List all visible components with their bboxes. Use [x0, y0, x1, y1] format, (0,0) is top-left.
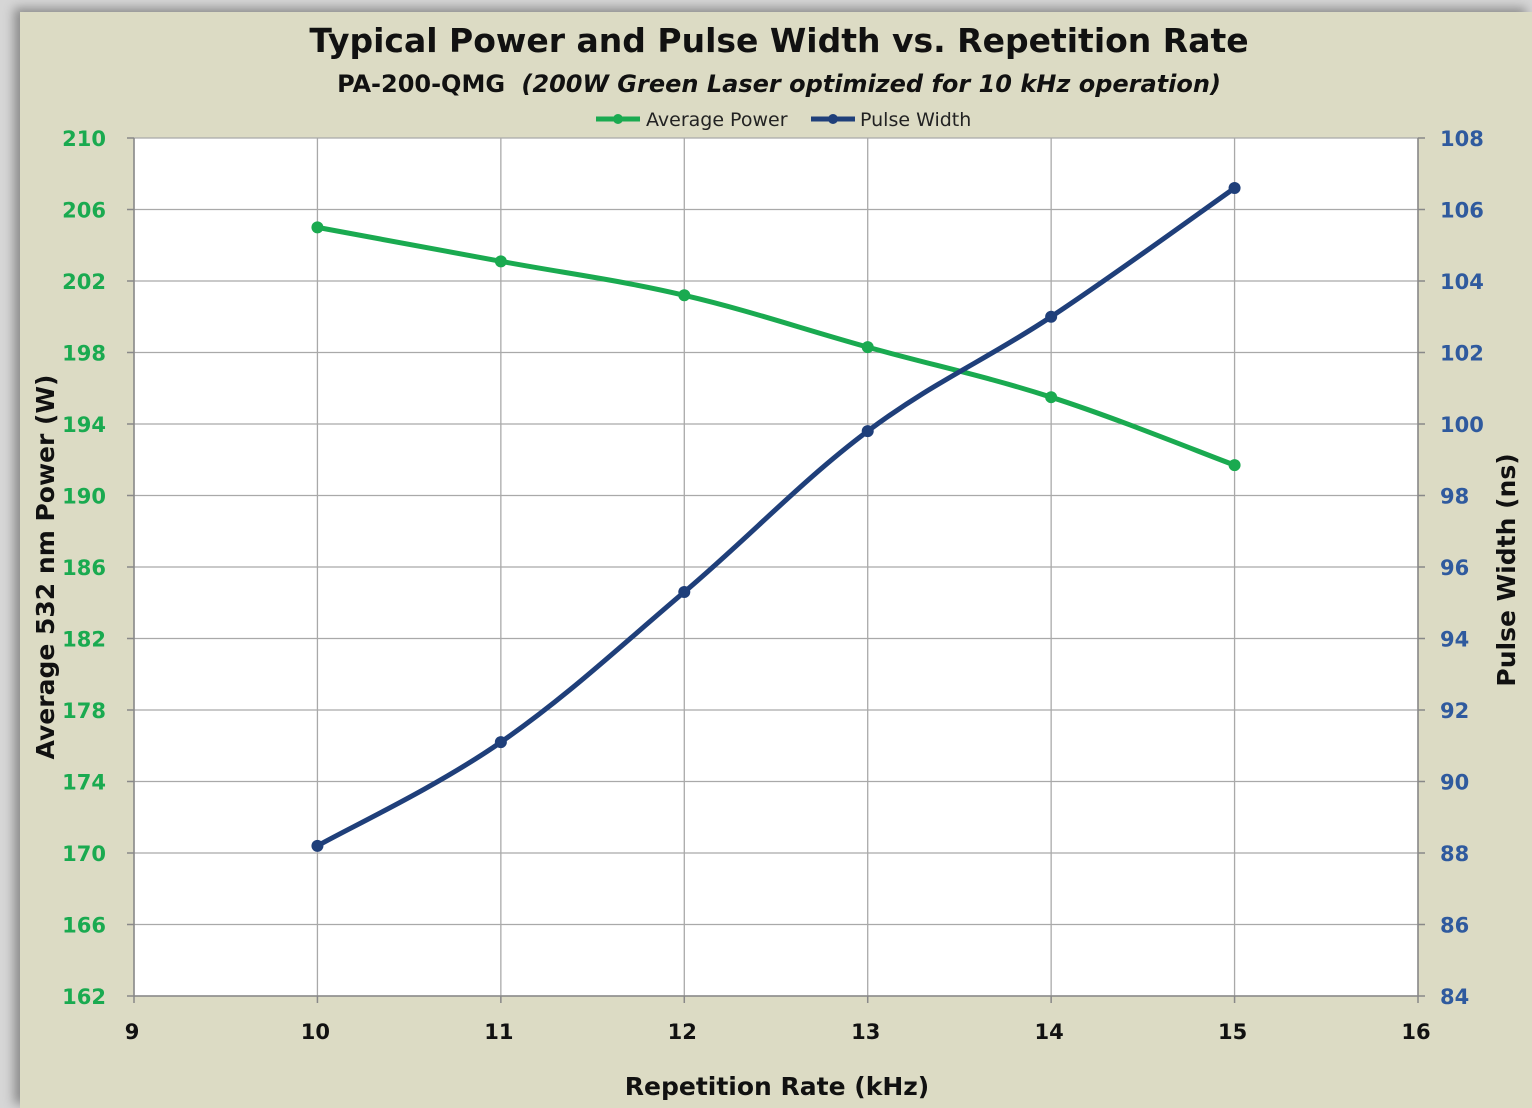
data-point-average-power [1228, 459, 1241, 472]
chart-subtitle-model: PA-200-QMG [337, 70, 505, 98]
chart-title: Typical Power and Pulse Width vs. Repeti… [309, 21, 1248, 60]
y-right-tick-label: 106 [1440, 199, 1484, 223]
legend: Average Power Pulse Width [596, 109, 971, 131]
data-point-pulse-width [311, 839, 324, 852]
y-left-tick-label: 162 [62, 985, 106, 1009]
data-point-average-power [861, 341, 874, 354]
y-right-tick-label: 108 [1440, 127, 1484, 151]
y-right-tick-label: 94 [1440, 628, 1469, 652]
y-left-tick-label: 178 [62, 699, 106, 723]
data-point-average-power [494, 255, 507, 268]
data-point-pulse-width [678, 586, 691, 599]
data-point-average-power [678, 289, 691, 302]
y-left-tick-label: 206 [62, 199, 106, 223]
x-tick-label: 13 [851, 1020, 880, 1044]
data-point-average-power [311, 221, 324, 234]
x-axis-label: Repetition Rate (kHz) [625, 1072, 929, 1101]
y-left-tick-label: 210 [62, 127, 106, 151]
data-point-pulse-width [861, 425, 874, 438]
x-tick-label: 16 [1401, 1020, 1430, 1044]
y-right-tick-label: 102 [1440, 342, 1484, 366]
x-tick-label: 10 [301, 1020, 330, 1044]
y-right-tick-label: 104 [1440, 270, 1484, 294]
x-tick-labels: 9 10 11 12 13 14 15 16 [125, 1020, 1431, 1044]
legend-average-power-label: Average Power [646, 109, 788, 131]
chart-subtitle-desc: (200W Green Laser optimized for 10 kHz o… [521, 70, 1221, 98]
data-point-average-power [1045, 391, 1058, 404]
y-left-tick-label: 190 [62, 485, 106, 509]
y-right-tick-label: 92 [1440, 699, 1469, 723]
y-right-tick-label: 100 [1440, 413, 1484, 437]
x-tick-label: 9 [125, 1020, 140, 1044]
series-line-pulse-width [314, 185, 1238, 849]
y-left-tick-label: 174 [62, 771, 106, 795]
y-left-tick-label: 170 [62, 842, 106, 866]
y-right-tick-label: 86 [1440, 914, 1469, 938]
y-right-tick-label: 96 [1440, 556, 1469, 580]
data-point-pulse-width [1045, 310, 1058, 323]
legend-pulse-width-marker [828, 114, 838, 124]
series-line-average-power [314, 224, 1238, 468]
y-left-tick-label: 166 [62, 914, 106, 938]
y-right-tick-label: 90 [1440, 771, 1469, 795]
y-left-tick-label: 194 [62, 413, 106, 437]
y-right-tick-label: 84 [1440, 985, 1469, 1009]
y-right-tick-label: 98 [1440, 485, 1469, 509]
legend-pulse-width-label: Pulse Width [860, 109, 971, 131]
y-left-axis-label: Average 532 nm Power (W) [31, 375, 60, 760]
x-tick-label: 12 [668, 1020, 697, 1044]
y-right-tick-labels: 84 86 88 90 92 94 96 98 100 102 104 106 108 [1440, 127, 1484, 1009]
x-tick-label: 14 [1035, 1020, 1064, 1044]
data-point-pulse-width [494, 736, 507, 749]
y-left-tick-label: 202 [62, 270, 106, 294]
series [311, 182, 1241, 852]
y-right-tick-label: 88 [1440, 842, 1469, 866]
y-left-tick-labels: 162 166 170 174 178 182 186 190 194 198 202 206 210 [62, 127, 106, 1009]
legend-average-power-marker [613, 114, 623, 124]
y-left-tick-label: 198 [62, 342, 106, 366]
y-left-tick-label: 186 [62, 556, 106, 580]
y-right-axis-label: Pulse Width (ns) [1492, 453, 1521, 686]
chart-subtitle: PA-200-QMG (200W Green Laser optimized f… [337, 70, 1221, 98]
x-tick-label: 15 [1218, 1020, 1247, 1044]
data-point-pulse-width [1228, 182, 1241, 195]
axes [127, 137, 1425, 1003]
y-left-tick-label: 182 [62, 628, 106, 652]
x-tick-label: 11 [484, 1020, 513, 1044]
